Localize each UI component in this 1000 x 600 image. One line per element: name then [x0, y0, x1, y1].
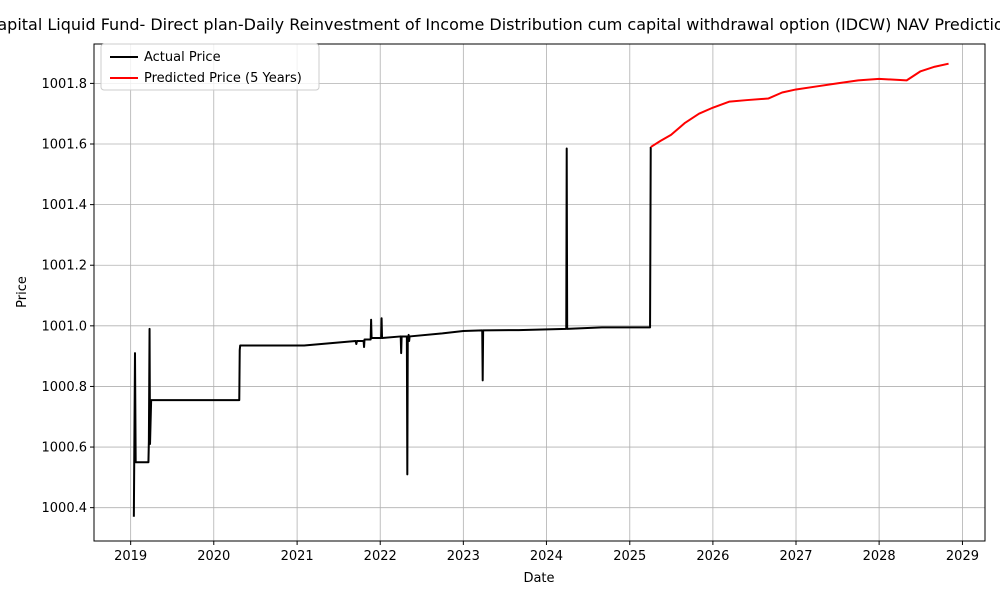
x-axis-label: Date	[523, 571, 554, 586]
x-tick-label: 2023	[447, 549, 480, 564]
x-tick-label: 2025	[613, 549, 646, 564]
x-tick-label: 2028	[863, 549, 896, 564]
grid-lines	[94, 44, 985, 541]
y-tick-label: 1001.2	[42, 259, 88, 274]
x-tick-label: 2026	[696, 549, 729, 564]
y-axis-label: Price	[15, 276, 30, 308]
y-tick-label: 1001.0	[42, 319, 88, 334]
y-tick-label: 1001.4	[42, 198, 88, 213]
plot-frame	[93, 43, 986, 542]
series-layer	[132, 62, 949, 517]
legend-label-predicted: Predicted Price (5 Years)	[144, 71, 302, 86]
y-axis: 1000.4 1000.6 1000.8 1001.0 1001.2 1001.4 1001…	[42, 77, 94, 516]
x-tick-label: 2021	[281, 549, 314, 564]
chart-title: Capital Liquid Fund- Direct plan-Daily R…	[0, 15, 1000, 34]
series-line-actual-price	[132, 147, 652, 517]
x-tick-label: 2027	[779, 549, 812, 564]
x-tick-label: 2019	[114, 549, 147, 564]
y-tick-label: 1000.6	[42, 441, 88, 456]
y-tick-label: 1001.8	[42, 77, 88, 92]
x-axis: 2019 2020 2021 2022 2023 2024 2025 2026 2027 2028…	[114, 541, 979, 564]
x-tick-label: 2020	[197, 549, 230, 564]
legend-box	[100, 43, 320, 91]
legend-label-actual: Actual Price	[144, 50, 221, 65]
y-tick-label: 1000.8	[42, 380, 88, 395]
y-tick-label: 1000.4	[42, 501, 88, 516]
series-line-predicted-price	[650, 62, 949, 148]
legend: Actual Price Predicted Price (5 Years)	[100, 43, 320, 91]
x-tick-label: 2029	[946, 549, 979, 564]
x-tick-label: 2022	[364, 549, 397, 564]
y-tick-label: 1001.6	[42, 138, 88, 153]
x-tick-label: 2024	[530, 549, 563, 564]
